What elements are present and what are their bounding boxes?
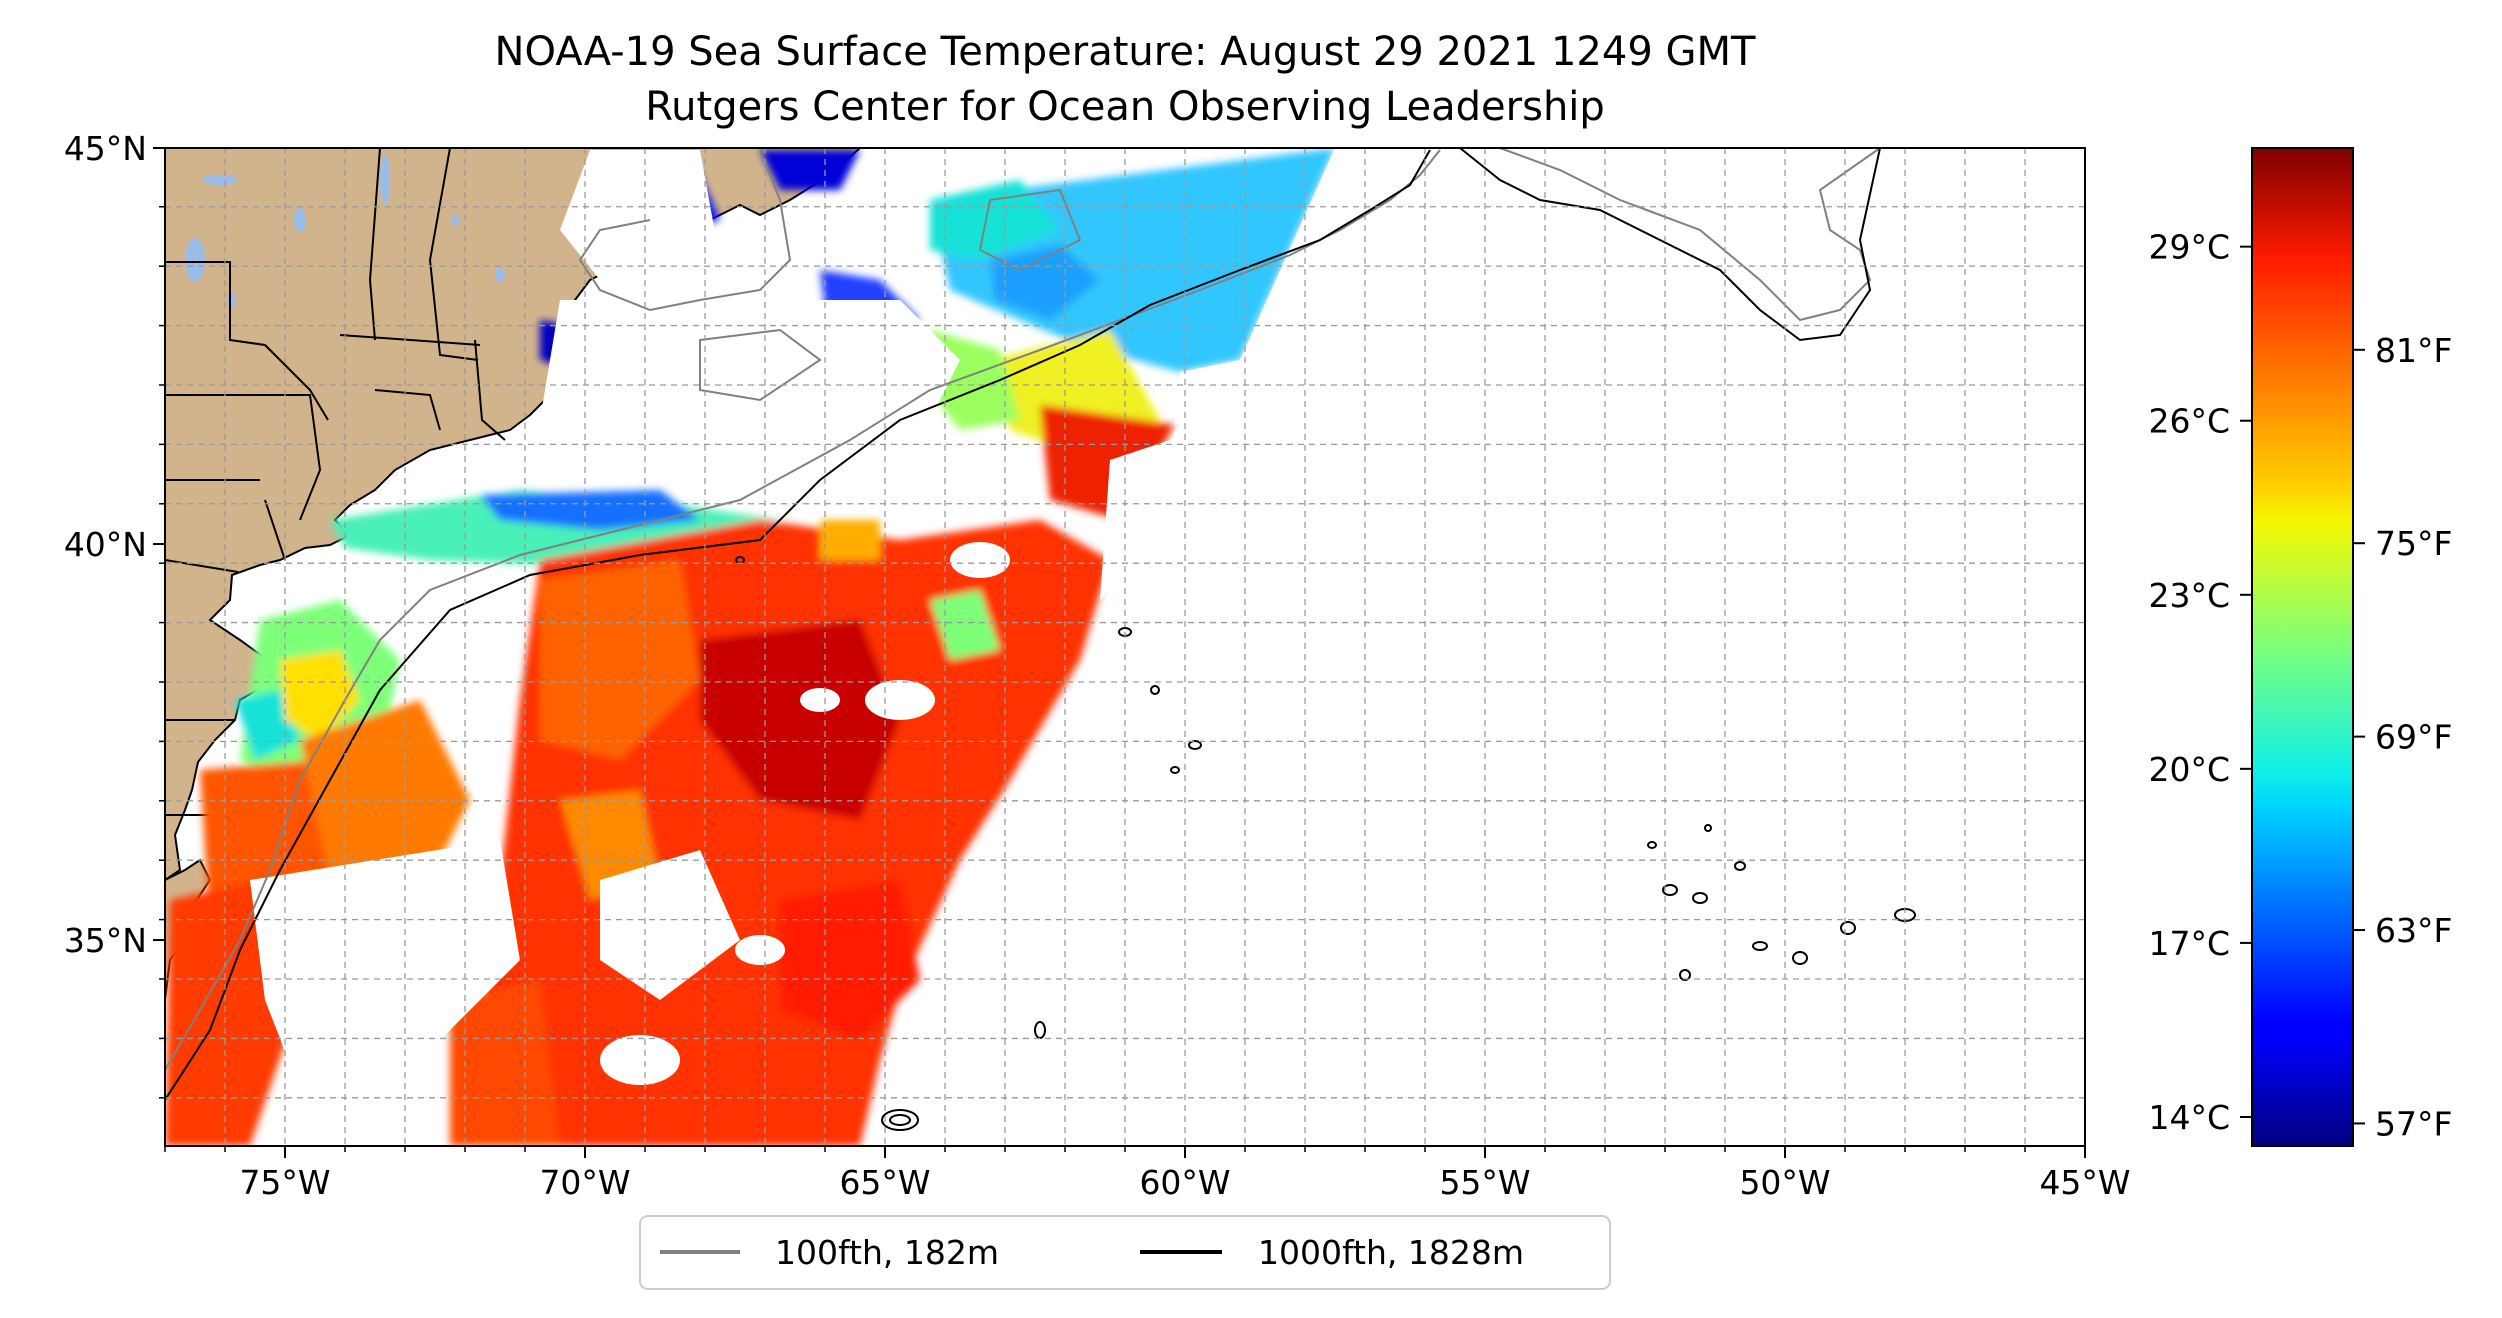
map-area xyxy=(165,148,2085,1146)
x-tick-label: 45°W xyxy=(2039,1163,2130,1202)
cb-celsius-label: 17°C xyxy=(2148,924,2230,963)
chart-subtitle: Rutgers Center for Ocean Observing Leade… xyxy=(645,84,1605,130)
lakes xyxy=(185,155,505,308)
colorbar-ticks: 14°C 17°C 20°C 23°C 26°C 29°C 57°F 63°F 69°F 75°F… xyxy=(2148,228,2452,1144)
cb-celsius-label: 14°C xyxy=(2148,1098,2230,1137)
cb-fahrenheit-label: 75°F xyxy=(2375,524,2452,563)
y-tick-label: 45°N xyxy=(64,129,147,168)
cb-fahrenheit-label: 57°F xyxy=(2375,1104,2452,1143)
y-tick-label: 35°N xyxy=(64,921,147,960)
legend-label-1000fth: 1000fth, 1828m xyxy=(1258,1233,1524,1272)
x-tick-label: 75°W xyxy=(239,1163,330,1202)
chart-title: NOAA-19 Sea Surface Temperature: August … xyxy=(494,29,1756,75)
cb-fahrenheit-label: 69°F xyxy=(2375,718,2452,757)
isobath-1000fth xyxy=(165,148,1881,1101)
state-borders xyxy=(165,148,506,816)
colorbar xyxy=(2251,147,2354,1147)
cb-celsius-label: 20°C xyxy=(2148,750,2230,789)
grid-lines xyxy=(165,148,2085,1146)
x-tick-label: 55°W xyxy=(1439,1163,1530,1202)
x-tick-label: 50°W xyxy=(1739,1163,1830,1202)
legend: 100fth, 182m 1000fth, 1828m xyxy=(639,1215,1611,1290)
y-tick-label: 40°N xyxy=(64,525,147,564)
cb-celsius-label: 29°C xyxy=(2148,228,2230,267)
legend-label-100fth: 100fth, 182m xyxy=(775,1233,999,1272)
cb-fahrenheit-label: 81°F xyxy=(2375,331,2452,370)
x-tick-label: 65°W xyxy=(839,1163,930,1202)
x-tick-label: 70°W xyxy=(539,1163,630,1202)
cb-celsius-label: 23°C xyxy=(2148,576,2230,615)
map-ticks: 75°W 70°W 65°W 60°W 55°W 50°W 45°W 45°N 40°N 35°N xyxy=(64,129,2131,1202)
cb-fahrenheit-label: 63°F xyxy=(2375,911,2452,950)
x-tick-label: 60°W xyxy=(1139,1163,1230,1202)
cb-celsius-label: 26°C xyxy=(2148,402,2230,441)
legend-box xyxy=(639,1215,1611,1290)
